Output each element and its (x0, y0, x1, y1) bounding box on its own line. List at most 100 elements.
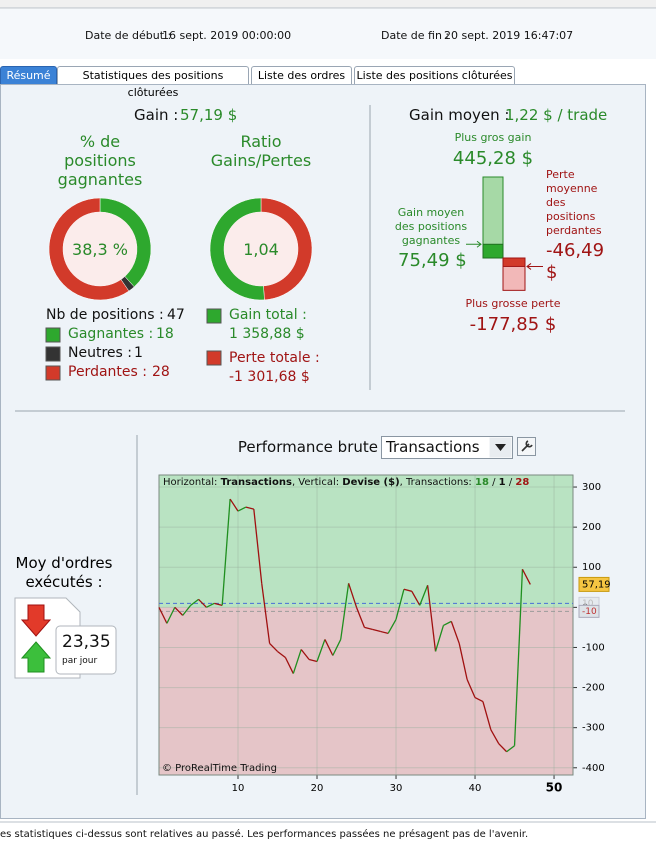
y-tick-label: 300 (582, 482, 601, 493)
line-segment (348, 583, 358, 608)
info-sep: / (492, 477, 496, 488)
tab[interactable]: Liste des positions clôturées (354, 66, 515, 84)
legend-swatch (45, 327, 61, 343)
negative-area (159, 607, 573, 775)
line-segment (198, 598, 207, 608)
line-segment (506, 745, 515, 753)
avg-loss-label: Perte moyenne des positions perdantes (546, 168, 602, 237)
line-segment (364, 626, 373, 631)
last-value-label: 57,19 (582, 579, 611, 590)
gain-label: Gain : (134, 106, 179, 124)
x-tick-label: 50 (546, 781, 563, 795)
reference-tag (578, 604, 600, 618)
chart-title: Performance brute (237, 438, 378, 456)
avg-loss-bar (502, 257, 526, 267)
win-title: % de positions gagnantes (57, 132, 143, 189)
legend-swatch (45, 365, 61, 381)
line-segment (403, 588, 412, 592)
line-segment (277, 650, 286, 659)
line-segment (284, 657, 294, 674)
line-segment (245, 506, 254, 510)
line-segment (237, 506, 247, 512)
tab[interactable]: Statistiques des positions clôturées (57, 66, 249, 99)
y-tick-label: -200 (582, 683, 605, 694)
info-label: Horizontal: (163, 477, 218, 488)
line-segment (458, 643, 468, 680)
line-segment (450, 621, 460, 644)
line-segment (221, 499, 231, 606)
info-winners: 18 (474, 477, 489, 488)
start-date: 16 sept. 2019 00:00:00 (162, 29, 292, 42)
x-tick-label: 40 (469, 783, 482, 794)
avg-win: 75,49 $ (398, 250, 467, 271)
win-pct: 38,3 % (72, 240, 128, 259)
up-arrow (20, 641, 52, 673)
line-segment (261, 583, 271, 644)
info-losers: 28 (515, 477, 530, 488)
ratio-title: Ratio Gains/Pertes (210, 132, 312, 170)
footer-bg (0, 822, 656, 842)
ratio-value: 1,04 (243, 240, 279, 259)
tab[interactable]: Résumé (0, 66, 57, 84)
x-tick-label: 20 (311, 783, 324, 794)
loss-total-label: Perte totale : (229, 350, 320, 366)
line-segment (395, 589, 405, 620)
line-segment (190, 598, 199, 606)
down-arrow (20, 604, 52, 637)
line-segment (521, 568, 531, 585)
end-date: 20 sept. 2019 16:47:07 (444, 29, 574, 42)
losers-label: Perdantes : (68, 364, 147, 380)
y-tick-label: 100 (582, 562, 601, 573)
line-segment (474, 697, 484, 703)
y-tick-label: -100 (582, 642, 605, 653)
line-segment (308, 658, 318, 663)
info-neutral: 1 (498, 477, 506, 488)
x-tick-label: 30 (390, 783, 403, 794)
winners-label: Gagnantes : (68, 326, 154, 342)
line-segment (174, 606, 184, 616)
legend-swatch (206, 350, 222, 366)
line-segment (411, 590, 421, 606)
selector-box[interactable] (381, 436, 513, 459)
line-segment (340, 583, 350, 640)
line-segment (482, 701, 492, 730)
line-segment (158, 607, 168, 624)
y-tick-label: -400 (582, 763, 605, 774)
y-tick-label: 200 (582, 522, 601, 533)
start-label: Date de début : (85, 29, 172, 42)
arrow (466, 240, 482, 248)
line-segment (490, 729, 500, 745)
orders-value: 23,35 (62, 632, 111, 652)
line-segment (434, 625, 445, 652)
plot-frame (158, 474, 574, 776)
copyright: © ProRealTime Trading (162, 763, 277, 774)
positions-label: Nb de positions : (46, 307, 164, 323)
line-segment (498, 743, 508, 753)
line-segment (387, 619, 397, 634)
selector-value[interactable]: Transactions (386, 438, 480, 456)
line-segment (443, 620, 452, 626)
line-segment (214, 602, 223, 606)
line-segment (466, 679, 476, 698)
avg-value: 1,22 $ / trade (505, 106, 608, 124)
info-value: Devise ($) (342, 477, 400, 488)
line-segment (372, 628, 381, 633)
neutral-label: Neutres : (68, 345, 132, 361)
y-tick-label: -300 (582, 723, 605, 734)
donut-hole (224, 212, 298, 286)
line-segment (332, 639, 342, 656)
line-segment (426, 585, 437, 652)
end-label: Date de fin : (381, 29, 450, 42)
line-segment (206, 602, 215, 608)
max-loss: -177,85 $ (469, 314, 557, 335)
donut-hole (63, 212, 137, 286)
positive-area (159, 475, 573, 608)
reference-label: -10 (582, 607, 597, 617)
top-strip (0, 0, 656, 8)
line-segment (380, 630, 389, 635)
tab[interactable]: Liste des ordres (251, 66, 352, 84)
line-segment (419, 585, 429, 606)
legend-swatch (206, 308, 222, 324)
line-segment (229, 498, 239, 512)
loss-total: -1 301,68 $ (229, 369, 310, 385)
